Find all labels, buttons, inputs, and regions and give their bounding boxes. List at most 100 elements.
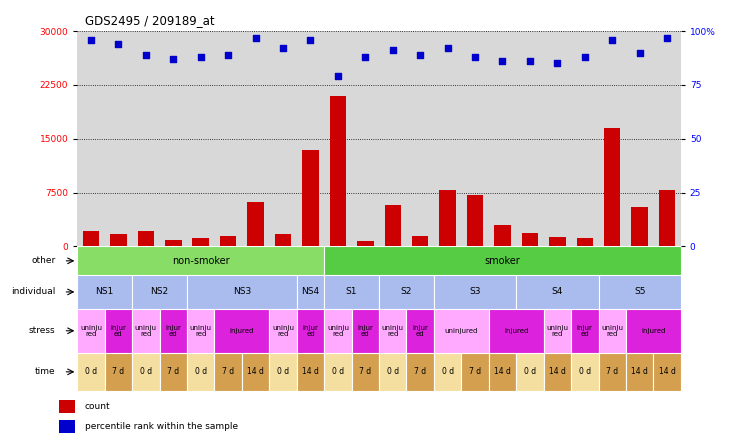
Text: 7 d: 7 d: [414, 367, 426, 377]
Bar: [412, 236, 428, 246]
Text: 0 d: 0 d: [524, 367, 536, 377]
Text: 0 d: 0 d: [277, 367, 289, 377]
Point: [524, 58, 536, 65]
Bar: [516, 275, 598, 309]
Bar: [571, 309, 598, 353]
Text: 0 d: 0 d: [386, 367, 399, 377]
Text: uninju
red: uninju red: [135, 325, 157, 337]
Bar: [379, 275, 434, 309]
Text: 0 d: 0 d: [194, 367, 207, 377]
Bar: [489, 309, 544, 353]
Bar: [384, 205, 401, 246]
Bar: [324, 353, 352, 391]
Text: other: other: [31, 256, 55, 266]
Bar: [324, 246, 681, 275]
Text: injur
ed: injur ed: [358, 325, 373, 337]
Point: [167, 56, 179, 63]
Bar: [324, 275, 379, 309]
Point: [277, 45, 289, 52]
Bar: [193, 238, 209, 246]
Text: injur
ed: injur ed: [302, 325, 319, 337]
Bar: [495, 225, 511, 246]
Bar: [269, 309, 297, 353]
Bar: [461, 353, 489, 391]
Bar: [297, 275, 324, 309]
Text: stress: stress: [29, 326, 55, 335]
Bar: [576, 238, 593, 246]
Text: smoker: smoker: [484, 256, 520, 266]
Bar: [626, 309, 681, 353]
Bar: [406, 353, 434, 391]
Bar: [330, 96, 346, 246]
Bar: [220, 236, 236, 246]
Point: [195, 53, 207, 60]
Bar: [324, 309, 352, 353]
Bar: [132, 275, 187, 309]
Point: [359, 53, 371, 60]
Bar: [105, 309, 132, 353]
Bar: [187, 309, 214, 353]
Text: non-smoker: non-smoker: [172, 256, 230, 266]
Text: uninju
red: uninju red: [546, 325, 568, 337]
Text: 7 d: 7 d: [167, 367, 180, 377]
Bar: [165, 240, 182, 246]
Text: uninju
red: uninju red: [80, 325, 102, 337]
Bar: [132, 353, 160, 391]
Bar: [302, 150, 319, 246]
Bar: [269, 353, 297, 391]
Point: [85, 36, 97, 43]
Bar: [132, 309, 160, 353]
Bar: [242, 353, 269, 391]
Point: [414, 51, 426, 58]
Text: 7 d: 7 d: [469, 367, 481, 377]
Text: 0 d: 0 d: [578, 367, 591, 377]
Bar: [77, 309, 105, 353]
Text: injured: injured: [230, 328, 254, 334]
Bar: [598, 275, 681, 309]
Text: injur
ed: injur ed: [166, 325, 181, 337]
Bar: [138, 231, 154, 246]
Bar: [439, 190, 456, 246]
Bar: [214, 353, 242, 391]
Text: uninju
red: uninju red: [190, 325, 212, 337]
Bar: [82, 230, 99, 246]
Text: injured: injured: [504, 328, 528, 334]
Bar: [467, 195, 484, 246]
Text: 0 d: 0 d: [332, 367, 344, 377]
Bar: [187, 275, 297, 309]
Bar: [352, 353, 379, 391]
Text: S2: S2: [401, 287, 412, 297]
Text: 14 d: 14 d: [494, 367, 511, 377]
Text: uninju
red: uninju red: [382, 325, 404, 337]
Text: injured: injured: [641, 328, 665, 334]
Text: 14 d: 14 d: [302, 367, 319, 377]
Text: 14 d: 14 d: [659, 367, 676, 377]
Point: [387, 47, 399, 54]
Bar: [160, 309, 187, 353]
Text: uninjured: uninjured: [445, 328, 478, 334]
Bar: [297, 309, 324, 353]
Text: S1: S1: [346, 287, 358, 297]
Bar: [549, 237, 565, 246]
Bar: [544, 353, 571, 391]
Bar: [522, 234, 538, 246]
Text: 7 d: 7 d: [606, 367, 618, 377]
Bar: [631, 207, 648, 246]
Point: [140, 51, 152, 58]
Point: [222, 51, 234, 58]
Bar: [659, 190, 676, 246]
Bar: [598, 353, 626, 391]
Bar: [77, 275, 132, 309]
Bar: [379, 309, 406, 353]
Bar: [516, 353, 544, 391]
Bar: [105, 353, 132, 391]
Bar: [544, 309, 571, 353]
Bar: [160, 353, 187, 391]
Point: [606, 36, 618, 43]
Bar: [247, 202, 263, 246]
Point: [579, 53, 591, 60]
Bar: [434, 353, 461, 391]
Point: [551, 60, 563, 67]
Text: time: time: [35, 367, 55, 377]
Point: [250, 34, 261, 41]
